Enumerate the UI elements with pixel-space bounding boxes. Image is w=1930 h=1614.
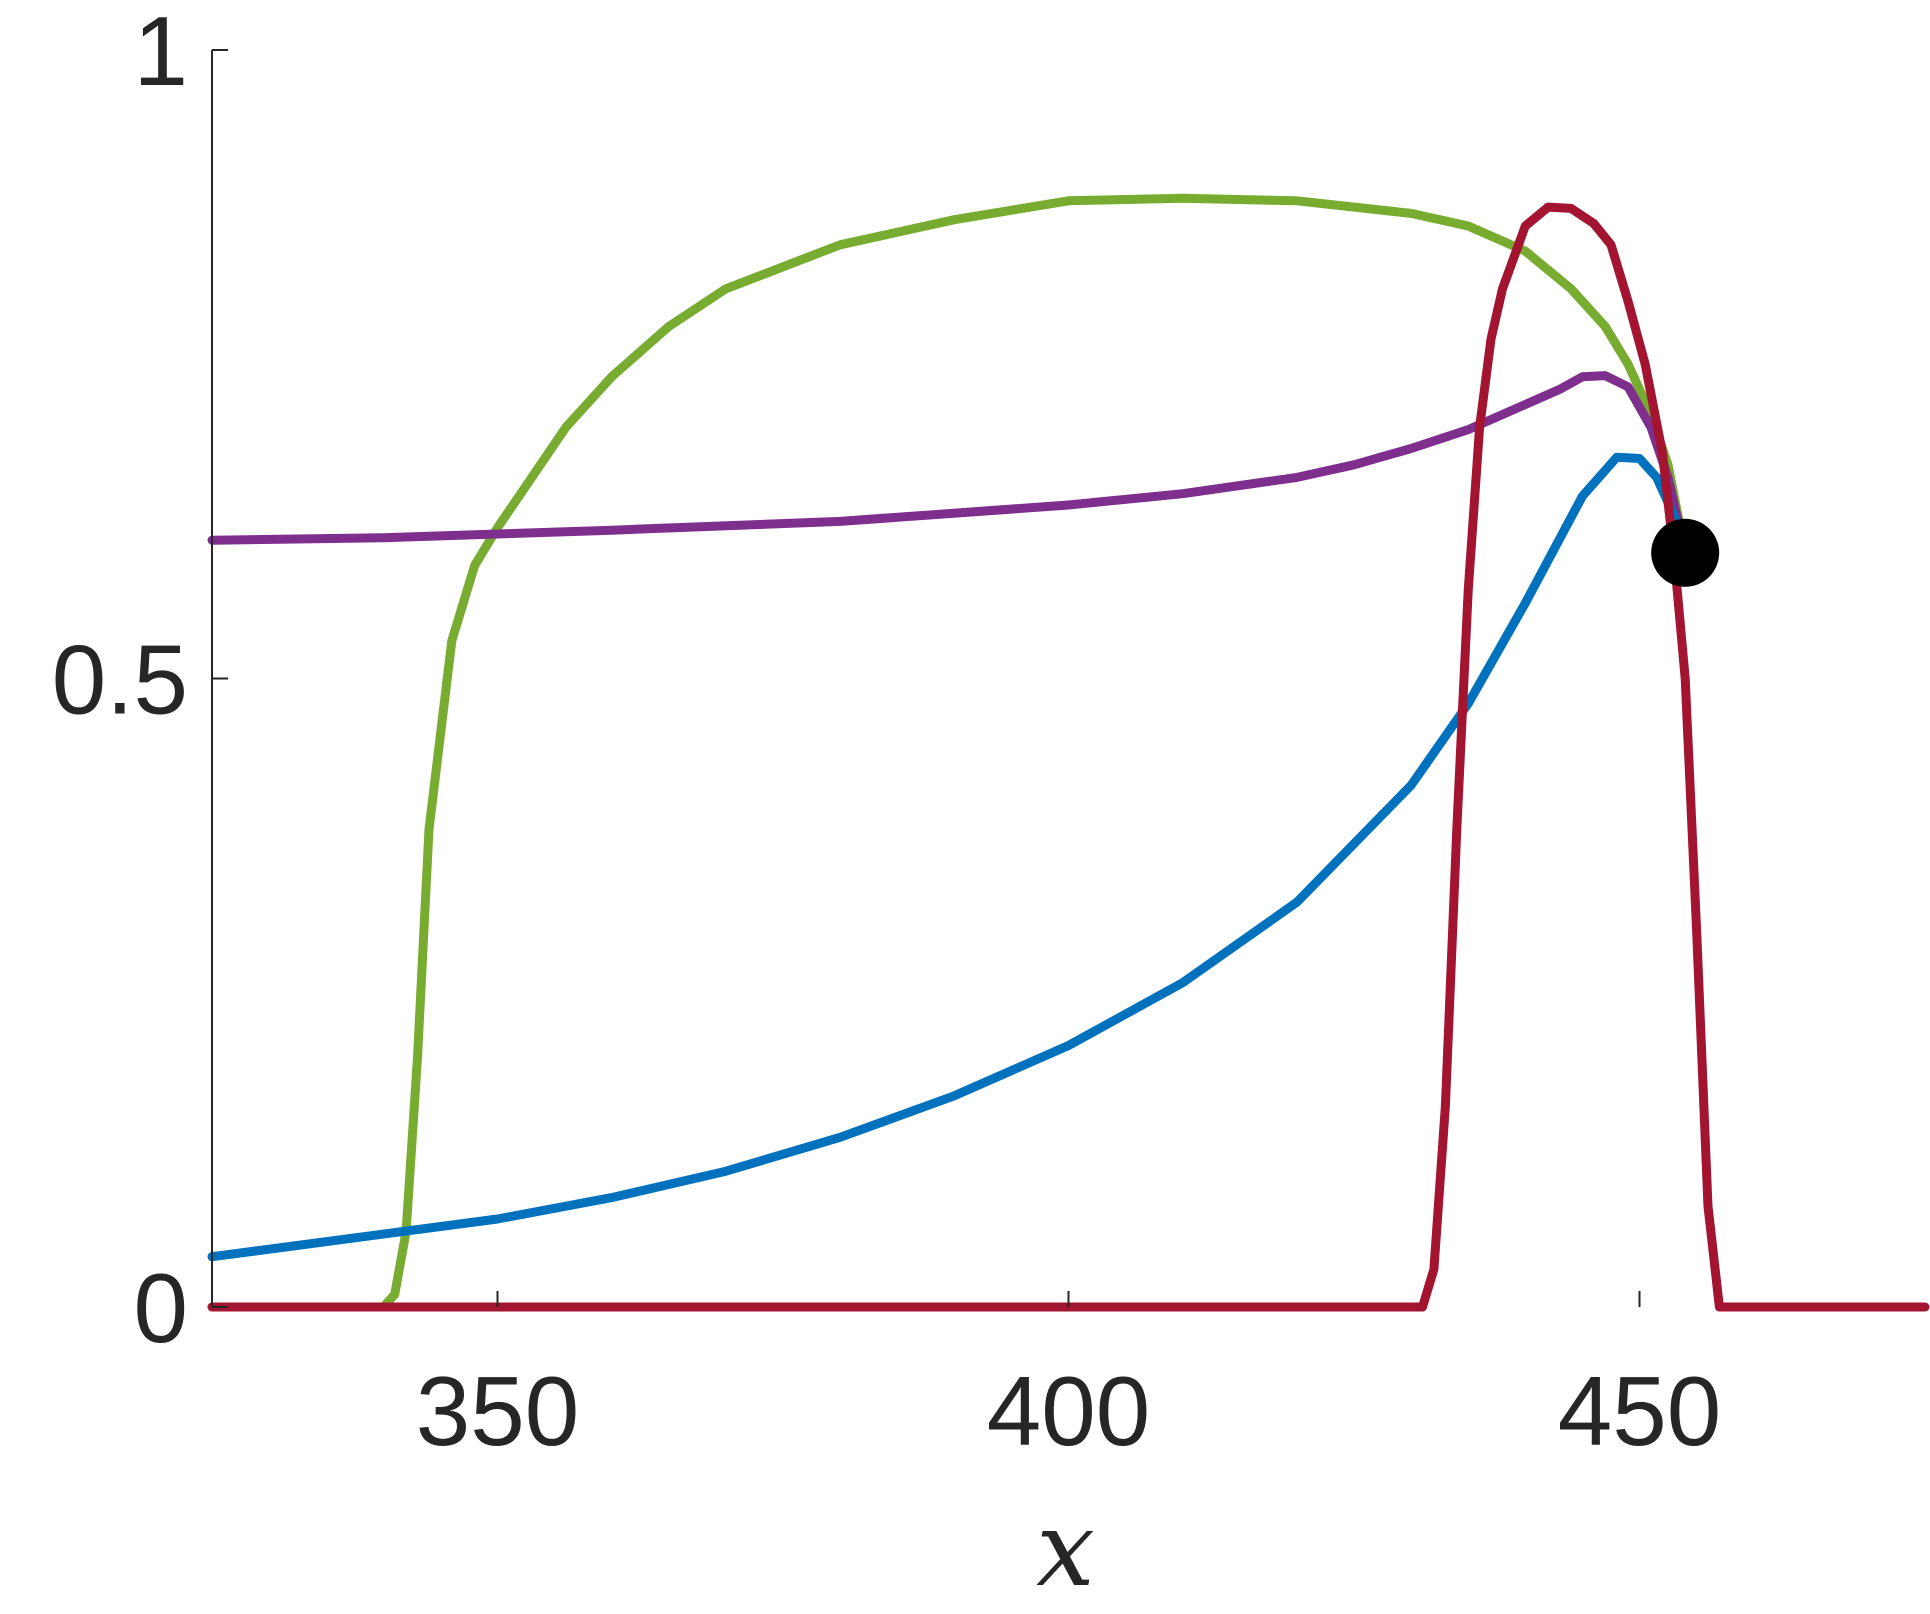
x-tick-label: 350 <box>416 1356 580 1466</box>
x-axis-title: x <box>1036 1488 1095 1610</box>
series-line-1 <box>207 193 1690 1312</box>
x-tick-label: 400 <box>987 1356 1151 1466</box>
y-tick-label: 0.5 <box>52 625 188 735</box>
y-tick-label: 0 <box>133 1253 188 1363</box>
series-layer <box>207 193 1930 1312</box>
axes-layer: 0 0.5 1 350 400 450 <box>52 0 1721 1466</box>
series-line-4 <box>207 202 1930 1312</box>
x-tick-label: 450 <box>1558 1356 1722 1466</box>
highlight-marker <box>1651 518 1720 587</box>
series-line-3 <box>207 452 1690 1262</box>
marker-layer <box>1651 518 1720 587</box>
series-line-2 <box>207 371 1690 558</box>
y-tick-label: 1 <box>133 0 188 106</box>
